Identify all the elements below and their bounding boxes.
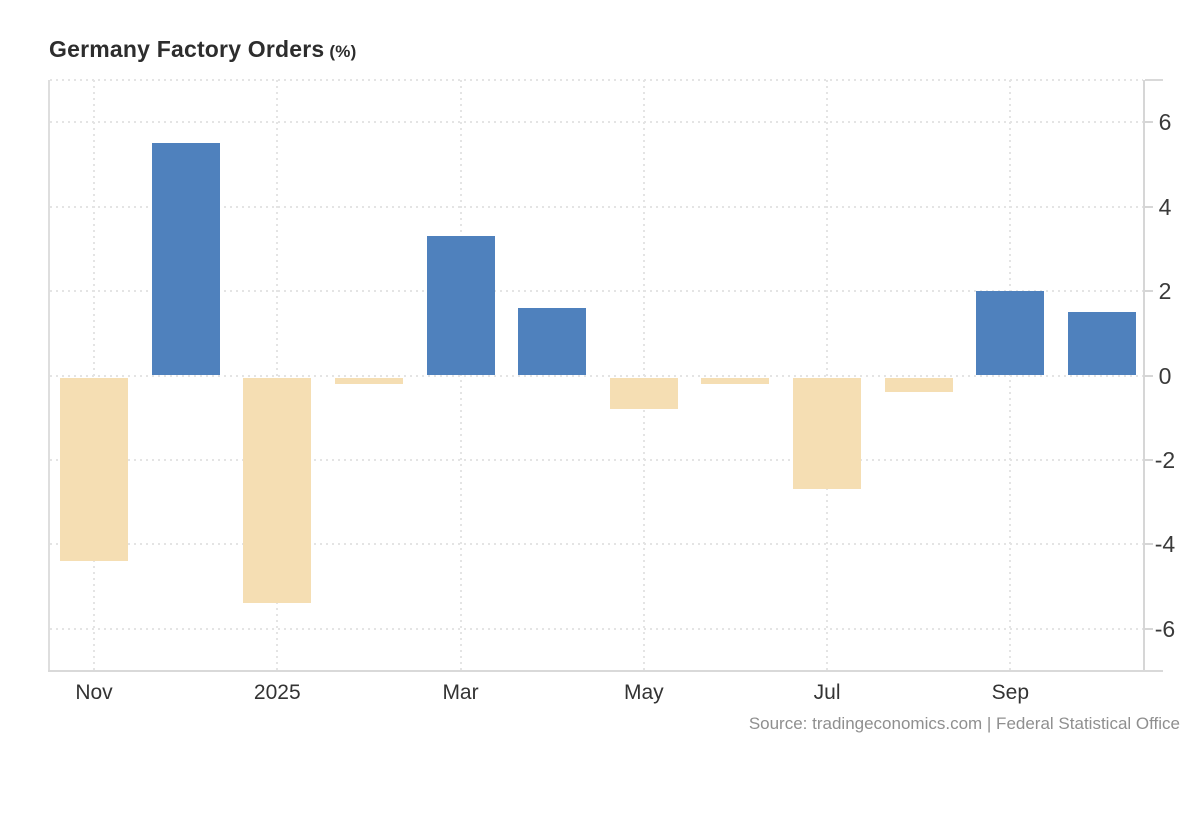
y-tick-label: 6 [1158,109,1172,136]
x-gridline [93,80,95,671]
y-gridline [50,543,1143,546]
y-gridline [50,458,1143,461]
chart-title-unit: (%) [329,42,357,61]
bar[interactable] [426,236,495,376]
x-tick-label: Jul [813,681,841,704]
y-gridline [50,121,1143,124]
x-tick-label: Sep [991,681,1030,704]
y-tick-label: 4 [1158,193,1172,220]
x-axis-line [48,670,1163,672]
x-gridline [826,80,829,671]
bar[interactable] [793,377,862,490]
y-axis-tick [1145,627,1153,630]
y-gridline [50,627,1143,630]
y-axis-tick [1145,205,1153,208]
y-tick-label: -4 [1154,531,1176,558]
bar[interactable] [60,377,128,562]
y-tick-label: -2 [1154,446,1176,473]
bar[interactable] [518,307,587,376]
x-tick-label: Mar [442,681,479,704]
x-tick-label: Nov [75,681,113,704]
y-axis-tick [1145,374,1153,377]
bar[interactable] [151,143,220,376]
x-gridline [642,80,645,671]
y-axis-tick [1145,458,1153,461]
x-gridline [276,80,279,671]
x-gridline [1009,80,1012,671]
y-tick-label: 2 [1158,278,1172,305]
y-tick-label: 0 [1158,362,1172,389]
x-gridline [459,80,462,671]
bar[interactable] [1068,312,1136,376]
y-axis-tick [1145,290,1153,293]
y-gridline [50,374,1143,377]
y-gridline [50,79,1143,81]
y-gridline [50,290,1143,293]
plot-area [48,80,1145,671]
bar[interactable] [884,377,953,393]
y-tick-label: -6 [1154,615,1176,642]
y-axis-top-tick [1145,79,1163,81]
source-attribution: Source: tradingeconomics.com | Federal S… [748,714,1180,733]
chart-title-text: Germany Factory Orders [49,36,325,62]
bar[interactable] [334,377,403,384]
x-tick-label: May [623,681,664,704]
bar[interactable] [609,377,678,410]
x-tick-label: 2025 [253,681,301,704]
bar[interactable] [243,377,312,604]
y-axis-tick [1145,121,1153,124]
bar[interactable] [701,377,770,384]
y-gridline [50,205,1143,208]
chart-title: Germany Factory Orders (%) [49,36,356,63]
y-axis-tick [1145,543,1153,546]
bar[interactable] [976,291,1045,376]
